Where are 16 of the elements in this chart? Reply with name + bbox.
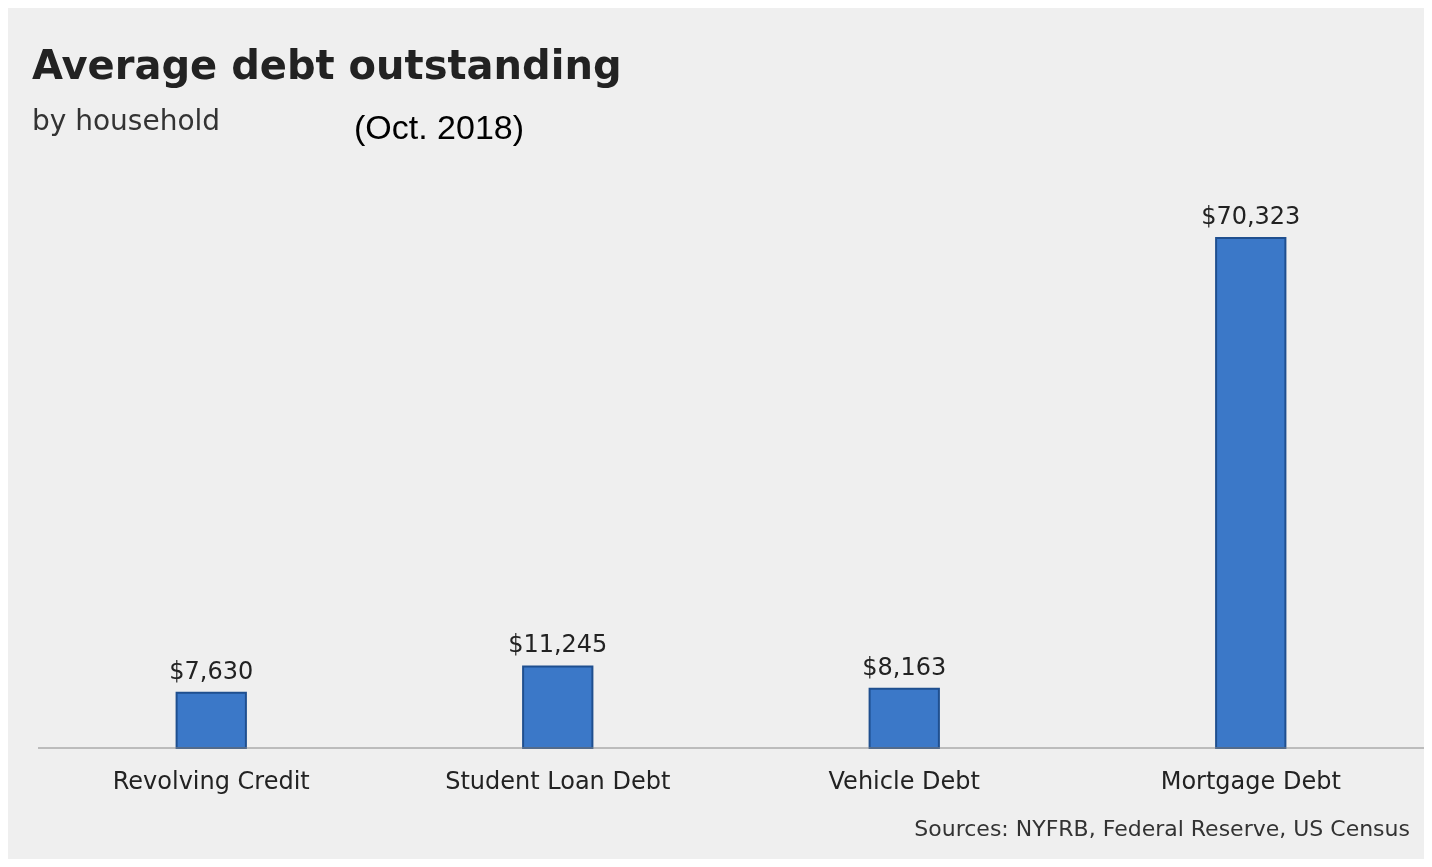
x-tick-label: Vehicle Debt [828,767,980,796]
bar [868,687,940,749]
text: (Oct. 2018) [354,108,525,147]
x-tick-label: Mortgage Debt [1160,767,1341,796]
bar [175,691,247,749]
data-label: $7,630 [169,656,254,685]
x-tick-label: Revolving Credit [112,767,310,796]
source-note: Sources: NYFRB, Federal Reserve, US Census [914,816,1410,841]
chart-subtitle: by household [32,104,221,137]
bar [522,665,594,749]
data-label: $8,163 [862,652,947,681]
x-tick-label: Student Loan Debt [445,767,671,796]
bar [1215,237,1287,749]
data-label: $70,323 [1201,202,1301,230]
data-label: $11,245 [508,630,608,659]
chart-title: Average debt outstanding [32,42,622,88]
